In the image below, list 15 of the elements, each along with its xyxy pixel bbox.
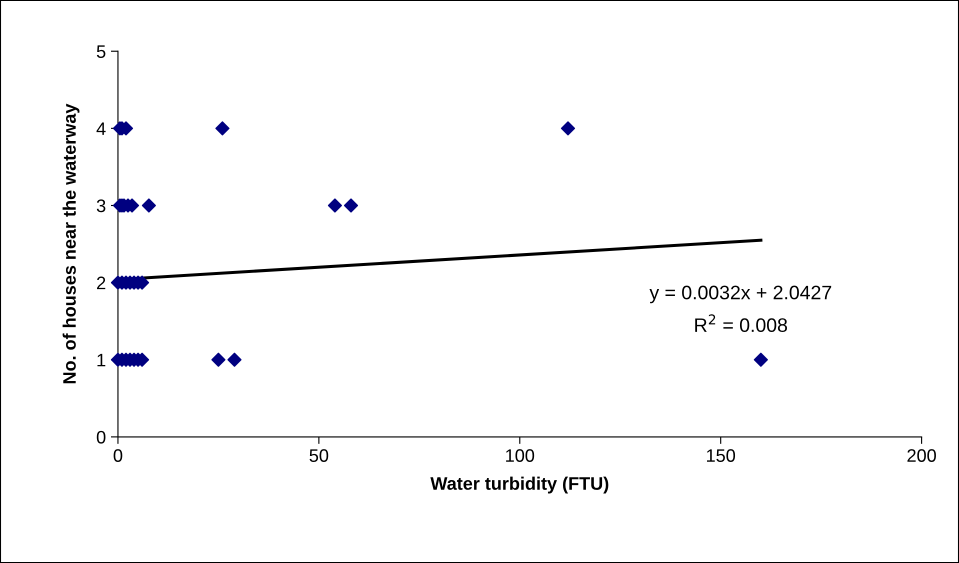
- y-tick-label: 1: [97, 354, 106, 366]
- y-axis-title: No. of houses near the waterway: [62, 104, 80, 384]
- x-tick-label: 50: [310, 449, 328, 462]
- x-tick-label: 200: [907, 449, 936, 462]
- y-tick-label: 4: [96, 122, 106, 135]
- y-tick-label: 0: [96, 430, 106, 444]
- y-tick-label: 5: [96, 45, 106, 58]
- annotation: y = 0.0032x + 2.0427: [649, 286, 832, 304]
- x-tick-label: 0: [114, 449, 122, 462]
- y-tick-label: 3: [96, 199, 106, 212]
- annotation: R$^{2}$ = 0.008: [695, 314, 788, 332]
- x-axis-title: Water turbidity (FTU): [430, 476, 608, 494]
- x-tick-label: 100: [506, 449, 534, 462]
- x-tick-label: 150: [707, 449, 736, 462]
- y-tick-label: 2: [97, 276, 106, 290]
